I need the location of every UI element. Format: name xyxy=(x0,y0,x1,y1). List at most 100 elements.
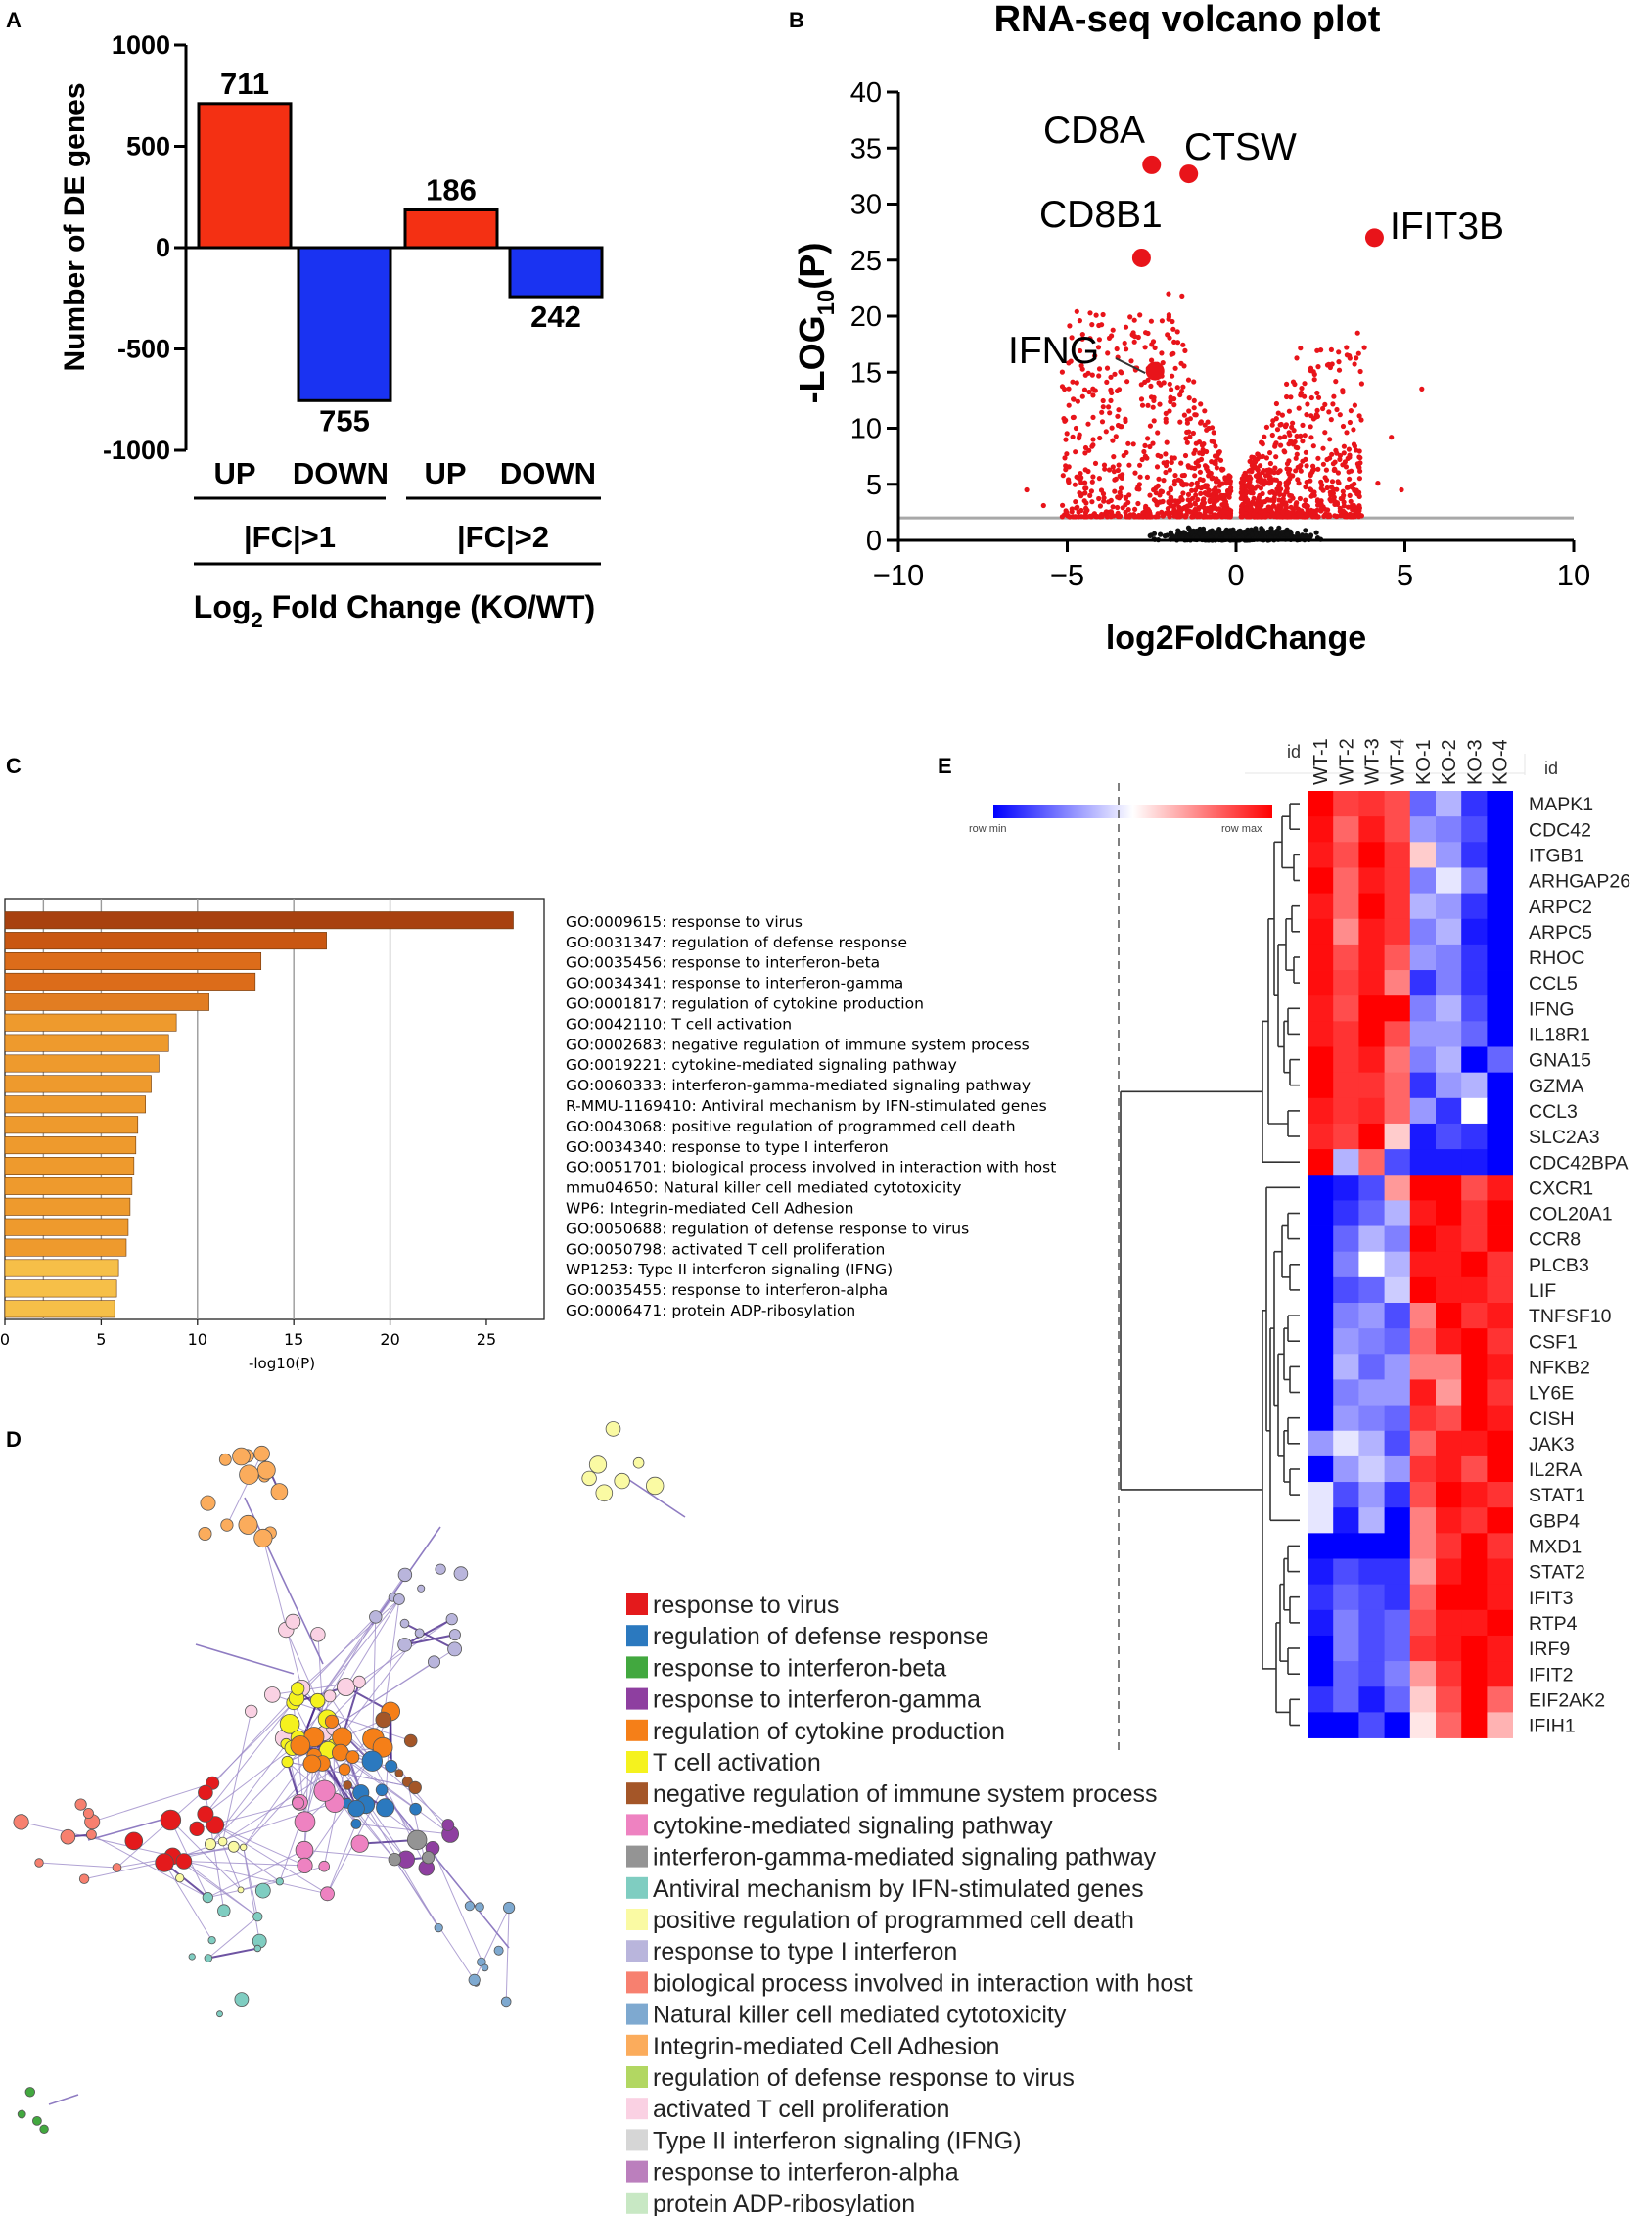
panel-c-bar xyxy=(4,1054,160,1073)
panel-b-sig-point xyxy=(1223,476,1229,482)
panel-b-sig-point xyxy=(1207,514,1213,520)
panel-b-sig-point xyxy=(1127,314,1133,320)
panel-b-sig-point xyxy=(1101,495,1107,501)
panel-b-sig-point xyxy=(1157,401,1163,407)
panel-b-sig-point xyxy=(1040,502,1046,509)
panel-b-sig-point xyxy=(1262,478,1267,484)
panel-b-sig-point xyxy=(1184,417,1190,423)
panel-b-sig-point xyxy=(1151,418,1157,424)
heatmap-cell xyxy=(1461,970,1488,996)
heatmap-cell xyxy=(1487,1584,1513,1611)
panel-b-sig-point xyxy=(1168,485,1173,491)
panel-b-sig-point xyxy=(1145,330,1151,337)
heatmap-cell xyxy=(1461,1430,1488,1457)
panel-b-sig-point xyxy=(1332,513,1338,519)
panel-b-sig-point xyxy=(1271,498,1277,504)
panel-b-sig-point xyxy=(1308,394,1314,401)
panel-b-nonsig-point xyxy=(1170,533,1176,539)
panel-d-node xyxy=(112,1863,122,1872)
panel-b-sig-point xyxy=(1302,433,1308,439)
panel-b-sig-point xyxy=(1262,498,1268,505)
heatmap-cell xyxy=(1333,944,1359,971)
panel-b-sig-point xyxy=(1125,514,1131,520)
panel-b-sig-point xyxy=(1344,345,1350,350)
panel-b-sig-point xyxy=(1137,462,1143,468)
panel-d-node xyxy=(434,1923,443,1933)
panel-a-y-axis: 1000 500 0 -500 -1000 xyxy=(103,30,601,465)
panel-d-node xyxy=(175,1853,193,1870)
panel-d-edge xyxy=(304,1803,348,1867)
panel-b-sig-point xyxy=(1314,390,1320,396)
heatmap-cell xyxy=(1436,1533,1462,1559)
heatmap-cell xyxy=(1333,1686,1359,1713)
panel-b-sig-point xyxy=(1335,479,1341,485)
panel-d-node xyxy=(216,2010,223,2018)
heatmap-row-label: IRF9 xyxy=(1529,1639,1570,1660)
panel-b-sig-point xyxy=(1075,398,1080,404)
heatmap-cell xyxy=(1409,867,1437,894)
panel-b-sig-point xyxy=(1310,510,1316,517)
heatmap-cell xyxy=(1436,1609,1462,1637)
panel-b-sig-point xyxy=(1335,470,1341,476)
panel-b-sig-point xyxy=(1139,402,1146,408)
panel-b-nonsig-point xyxy=(1295,531,1301,536)
heatmap-cell xyxy=(1461,1175,1488,1201)
panel-d-node xyxy=(217,1904,231,1917)
panel-c-bar xyxy=(4,1279,117,1298)
heatmap-cell xyxy=(1333,1021,1359,1047)
panel-b-sig-point xyxy=(1115,504,1121,511)
panel-b-highlight-point xyxy=(1179,164,1199,184)
panel-b-sig-point xyxy=(1063,463,1069,469)
panel-b-sig-point xyxy=(1315,514,1321,520)
panel-b-sig-point xyxy=(1168,495,1173,501)
panel-b-sig-point xyxy=(1298,346,1304,351)
panel-d-node xyxy=(256,1460,276,1480)
heatmap-cell xyxy=(1436,1097,1462,1125)
heatmap-row-label: GNA15 xyxy=(1529,1050,1591,1072)
heatmap-column-id-label: id xyxy=(1287,742,1301,762)
panel-d-node xyxy=(291,1682,305,1696)
heatmap-cell xyxy=(1333,1200,1359,1226)
heatmap-cell xyxy=(1358,1661,1385,1687)
panel-b-sig-point xyxy=(1081,387,1088,392)
panel-b-sig-point xyxy=(1070,414,1076,421)
panel-b-x-tick-label: −10 xyxy=(873,558,925,592)
panel-c-bar xyxy=(4,1136,137,1155)
panel-d-node xyxy=(477,1957,486,1967)
panel-b-sig-point xyxy=(1323,511,1329,517)
panel-b-sig-point xyxy=(1297,495,1303,502)
heatmap-row-label: TNFSF10 xyxy=(1529,1306,1612,1327)
panel-a-category-label: DOWN xyxy=(293,456,389,490)
panel-b-volcano-plot: B RNA-seq volcano plot -LOG10(P) 0 5 10 15 2… xyxy=(789,0,1590,657)
panel-b-sig-point xyxy=(1192,500,1198,506)
heatmap-cell xyxy=(1384,1455,1411,1483)
panel-b-sig-point xyxy=(1204,427,1210,433)
heatmap-cell xyxy=(1409,1482,1437,1508)
heatmap-row-label: CSF1 xyxy=(1529,1331,1578,1353)
panel-b-sig-point xyxy=(1205,419,1211,425)
heatmap-cell xyxy=(1333,1251,1359,1278)
panel-b-sig-point xyxy=(1064,431,1070,437)
panel-b-sig-point xyxy=(1086,389,1092,395)
panel-b-sig-point xyxy=(1130,441,1136,447)
panel-b-sig-point xyxy=(1350,507,1355,513)
panel-b-sig-point xyxy=(1209,459,1215,465)
heatmap-row-labels: MAPK1 CDC42 ITGB1 ARHGAP26 ARPC2 ARPC5 RHOC CCL… xyxy=(1529,794,1630,1737)
panel-b-sig-point xyxy=(1073,425,1079,432)
heatmap-cell xyxy=(1358,1303,1385,1329)
heatmap-cell xyxy=(1384,1276,1411,1304)
panel-d-node xyxy=(217,1836,228,1847)
panel-b-sig-point xyxy=(1100,397,1106,404)
panel-d-legend-label: negative regulation of immune system pro… xyxy=(653,1780,1158,1808)
panel-b-sig-point xyxy=(1329,479,1336,485)
panel-b-sig-point xyxy=(1093,514,1099,520)
heatmap-cell xyxy=(1384,1558,1411,1586)
heatmap-cell xyxy=(1308,1046,1334,1074)
panel-b-sig-point xyxy=(1267,460,1273,467)
panel-d-node xyxy=(394,1769,404,1777)
panel-c-term-label: GO:0050688: regulation of defense respon… xyxy=(566,1220,969,1237)
panel-d-edge xyxy=(285,1629,319,1701)
heatmap-cell xyxy=(1308,1225,1334,1253)
panel-a-bar-value-label: 186 xyxy=(426,172,477,207)
heatmap-cell xyxy=(1358,1251,1385,1278)
